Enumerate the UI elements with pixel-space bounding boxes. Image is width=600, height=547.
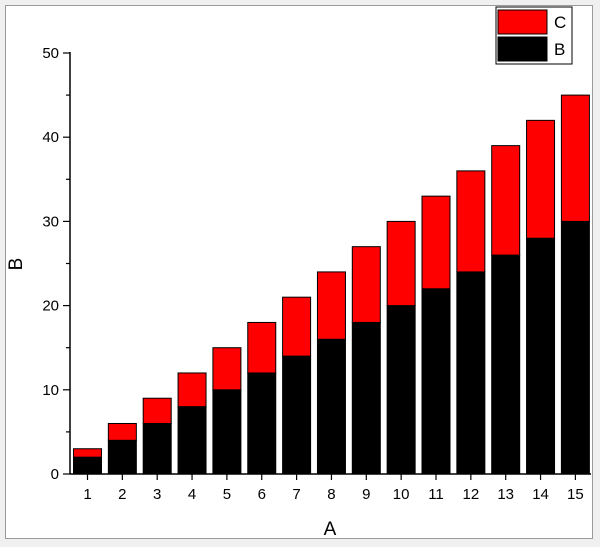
bar-b-6 bbox=[247, 372, 277, 475]
bar-b-12 bbox=[456, 271, 486, 475]
bar-c-9 bbox=[351, 246, 381, 323]
bar-b-15 bbox=[560, 220, 590, 475]
bar-b-5 bbox=[212, 389, 242, 475]
y-tick-label: 10 bbox=[42, 382, 59, 399]
x-tick-label: 1 bbox=[83, 486, 91, 503]
bar-c-8 bbox=[316, 271, 346, 340]
x-tick-label: 3 bbox=[153, 486, 161, 503]
bar-b-8 bbox=[316, 338, 346, 475]
watermark: 知乎 @Gang Tang bbox=[457, 511, 586, 529]
x-tick-label: 6 bbox=[258, 486, 266, 503]
bar-b-7 bbox=[282, 355, 312, 475]
x-tick-label: 5 bbox=[223, 486, 231, 503]
legend-label-b: B bbox=[554, 40, 565, 59]
x-tick-label: 14 bbox=[532, 486, 549, 503]
bar-c-13 bbox=[491, 145, 521, 256]
bar-c-14 bbox=[526, 119, 556, 239]
bar-c-7 bbox=[282, 296, 312, 357]
y-tick-label: 40 bbox=[42, 129, 59, 146]
x-tick-label: 9 bbox=[362, 486, 370, 503]
legend-swatch-b bbox=[497, 36, 548, 62]
bar-c-10 bbox=[386, 220, 416, 307]
x-tick-label: 7 bbox=[292, 486, 300, 503]
legend-swatch-c bbox=[497, 9, 548, 35]
x-tick-label: 11 bbox=[428, 486, 444, 503]
bar-b-2 bbox=[107, 439, 137, 475]
x-tick-label: 8 bbox=[327, 486, 335, 503]
bar-b-11 bbox=[421, 288, 451, 475]
y-tick-label: 30 bbox=[42, 213, 59, 230]
x-tick-label: 2 bbox=[118, 486, 126, 503]
legend-label-c: C bbox=[554, 13, 566, 32]
bar-c-3 bbox=[142, 397, 172, 424]
y-tick-label: 50 bbox=[42, 45, 59, 62]
x-tick-label: 10 bbox=[393, 486, 410, 503]
x-tick-label: 15 bbox=[567, 486, 584, 503]
bars-layer bbox=[73, 94, 590, 475]
bar-c-6 bbox=[247, 321, 277, 374]
bar-c-1 bbox=[73, 448, 102, 458]
y-tick-label: 20 bbox=[42, 298, 59, 315]
x-tick-label: 13 bbox=[497, 486, 514, 503]
bar-c-12 bbox=[456, 170, 486, 273]
bar-b-10 bbox=[386, 305, 416, 475]
y-axis-title: B bbox=[6, 258, 27, 271]
bar-c-15 bbox=[560, 94, 590, 222]
bar-c-4 bbox=[177, 372, 207, 408]
bar-c-11 bbox=[421, 195, 451, 290]
bar-b-3 bbox=[142, 422, 172, 475]
bar-b-13 bbox=[491, 254, 521, 475]
legend: CB bbox=[495, 6, 573, 65]
bar-b-14 bbox=[526, 237, 556, 475]
x-tick-label: 12 bbox=[463, 486, 480, 503]
bar-c-5 bbox=[212, 347, 242, 391]
bar-b-4 bbox=[177, 406, 207, 475]
bar-b-1 bbox=[73, 456, 102, 475]
bar-b-9 bbox=[351, 321, 381, 475]
x-tick-label: 4 bbox=[188, 486, 196, 503]
x-axis-title: A bbox=[324, 519, 337, 540]
y-tick-label: 0 bbox=[51, 466, 59, 483]
bar-c-2 bbox=[107, 422, 137, 441]
